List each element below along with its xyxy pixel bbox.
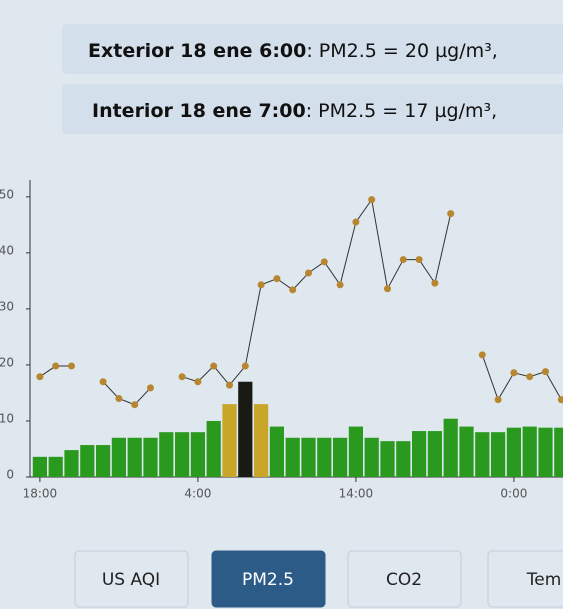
point: [352, 218, 360, 226]
tab-bg: [347, 550, 462, 608]
y-tick-label: 0: [6, 468, 14, 482]
y-tick-label: 30: [0, 299, 14, 313]
point: [557, 396, 563, 404]
bar: [111, 437, 126, 477]
banner-label: Interior 18 ene 7:00: [92, 100, 306, 122]
bar: [48, 456, 63, 477]
point: [305, 269, 312, 277]
bar: [333, 437, 348, 477]
bar: [143, 437, 158, 477]
tab[interactable]: PM2.5: [211, 550, 326, 608]
bar: [96, 445, 111, 477]
point: [415, 256, 423, 264]
point: [147, 384, 154, 392]
tab[interactable]: US AQI: [74, 550, 189, 608]
point: [226, 381, 233, 389]
point: [336, 281, 344, 289]
tab-label: Tem: [526, 570, 562, 590]
point: [368, 196, 376, 204]
point: [384, 285, 391, 293]
bar: [522, 426, 537, 477]
point: [210, 362, 218, 370]
bar: [32, 456, 47, 477]
bar: [190, 432, 205, 477]
point: [320, 258, 328, 266]
x-tick-label: 18:00: [23, 487, 58, 501]
bar: [427, 431, 442, 477]
bar: [459, 426, 474, 477]
point: [115, 395, 123, 403]
bar: [491, 432, 506, 477]
x-tick-label: 0:00: [500, 487, 527, 501]
tab-label: CO2: [386, 570, 422, 590]
bar: [348, 426, 363, 477]
banner-value: : PM2.5 = 20 µg/m³,: [306, 40, 497, 62]
bar: [254, 404, 269, 477]
point: [241, 362, 249, 370]
y-tick-label: 20: [0, 355, 14, 369]
point: [273, 275, 281, 283]
bar: [538, 427, 553, 477]
bar: [64, 450, 79, 477]
point: [257, 281, 265, 289]
bar: [222, 404, 237, 477]
bar: [127, 437, 142, 477]
bar: [396, 441, 411, 477]
bar: [175, 432, 190, 477]
bar: [443, 418, 458, 477]
bar: [80, 445, 95, 477]
point: [447, 210, 455, 218]
line: [39, 198, 562, 406]
bar: [554, 427, 563, 477]
y-tick-label: 50: [0, 187, 14, 201]
bar: [301, 437, 316, 477]
point: [99, 378, 107, 386]
point: [510, 369, 518, 377]
x-tick-label: 14:00: [339, 487, 374, 501]
bar: [285, 437, 300, 477]
bar: [506, 427, 521, 477]
bar: [317, 437, 332, 477]
point: [542, 368, 549, 376]
bar: [238, 381, 253, 477]
tab-bg: [487, 550, 563, 608]
point: [478, 351, 486, 359]
point: [36, 373, 44, 381]
tab[interactable]: CO2: [347, 550, 462, 608]
banner-bg: [62, 24, 563, 74]
point: [194, 378, 202, 386]
bar: [269, 426, 284, 477]
point: [289, 286, 297, 294]
banner-bg: [62, 84, 563, 134]
point: [494, 396, 502, 404]
point: [399, 256, 407, 264]
point: [68, 362, 75, 370]
bar: [206, 420, 221, 477]
point: [131, 401, 139, 409]
tab-bg: [211, 550, 326, 608]
y-tick-label: 10: [0, 411, 14, 425]
banner-value: : PM2.5 = 17 µg/m³,: [306, 100, 497, 122]
tab-label: US AQI: [102, 570, 160, 590]
bar: [364, 437, 379, 477]
point: [431, 279, 439, 287]
bar: [159, 432, 174, 477]
tab[interactable]: Tem: [487, 550, 563, 608]
bar: [380, 441, 395, 477]
bar: [475, 432, 490, 477]
point: [178, 373, 186, 381]
banner-label: Exterior 18 ene 6:00: [88, 40, 306, 62]
x-tick-label: 4:00: [184, 487, 211, 501]
y-tick-label: 40: [0, 243, 14, 257]
tab-label: PM2.5: [242, 570, 294, 590]
banner-text: Interior 18 ene 7:00: PM2.5 = 17 µg/m³,: [92, 100, 497, 122]
bar: [412, 431, 427, 477]
point: [52, 362, 60, 370]
banner-text: Exterior 18 ene 6:00: PM2.5 = 20 µg/m³,: [88, 40, 498, 62]
tab-bg: [74, 550, 189, 608]
point: [526, 373, 534, 381]
